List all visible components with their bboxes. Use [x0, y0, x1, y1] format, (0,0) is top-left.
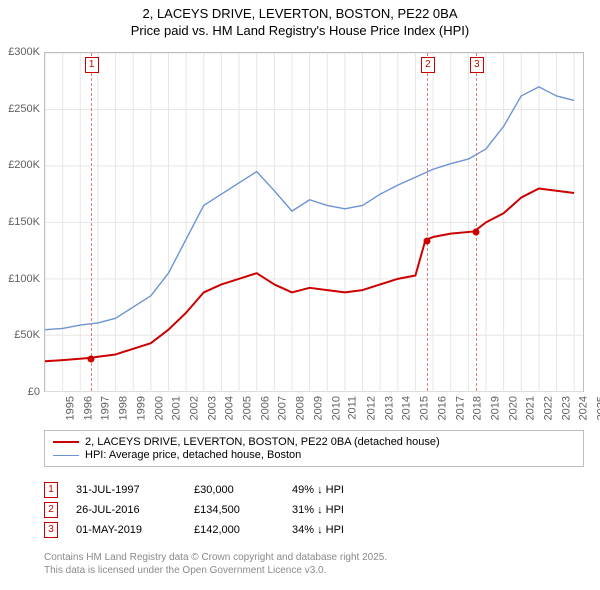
event-dot [87, 356, 94, 363]
x-axis-label: 2017 [454, 396, 466, 420]
y-axis-label: £150K [0, 216, 40, 228]
x-axis-label: 2018 [472, 396, 484, 420]
title-line1: 2, LACEYS DRIVE, LEVERTON, BOSTON, PE22 … [0, 6, 600, 23]
chart-title: 2, LACEYS DRIVE, LEVERTON, BOSTON, PE22 … [0, 0, 600, 40]
events-table: 1 31-JUL-1997 £30,000 49% ↓ HPI 2 26-JUL… [44, 478, 584, 542]
event-marker-box: 2 [421, 57, 435, 73]
event-vline [91, 53, 92, 391]
legend-swatch-hpi [53, 455, 79, 456]
legend-box: 2, LACEYS DRIVE, LEVERTON, BOSTON, PE22 … [44, 430, 584, 467]
x-axis-label: 2016 [436, 396, 448, 420]
x-axis-label: 2007 [277, 396, 289, 420]
event-marker-id: 2 [44, 502, 58, 518]
x-axis-label: 2001 [171, 396, 183, 420]
x-axis-label: 2013 [383, 396, 395, 420]
event-date: 31-JUL-1997 [76, 484, 176, 496]
event-vline [427, 53, 428, 391]
chart-plot-area: 1 2 3 [44, 52, 584, 392]
event-price: £30,000 [194, 484, 274, 496]
x-axis-label: 2020 [507, 396, 519, 420]
footer-text: Contains HM Land Registry data © Crown c… [44, 552, 584, 577]
x-axis-label: 1998 [118, 396, 130, 420]
event-dot [423, 237, 430, 244]
chart-svg [45, 53, 583, 392]
event-delta: 31% ↓ HPI [292, 504, 382, 516]
legend-item-price: 2, LACEYS DRIVE, LEVERTON, BOSTON, PE22 … [53, 436, 575, 448]
y-axis-label: £250K [0, 103, 40, 115]
event-vline [476, 53, 477, 391]
legend-label-hpi: HPI: Average price, detached house, Bost… [85, 449, 301, 461]
y-axis-label: £50K [0, 329, 40, 341]
x-axis-label: 2011 [347, 396, 359, 420]
legend-label-price: 2, LACEYS DRIVE, LEVERTON, BOSTON, PE22 … [85, 436, 440, 448]
event-marker-id: 3 [44, 522, 58, 538]
title-line2: Price paid vs. HM Land Registry's House … [0, 23, 600, 40]
x-axis-label: 2009 [312, 396, 324, 420]
event-row: 1 31-JUL-1997 £30,000 49% ↓ HPI [44, 482, 584, 498]
legend-swatch-price [53, 441, 79, 443]
y-axis-label: £300K [0, 46, 40, 58]
x-axis-label: 2022 [543, 396, 555, 420]
x-axis-label: 2006 [259, 396, 271, 420]
event-marker-box: 3 [470, 57, 484, 73]
x-axis-label: 2012 [365, 396, 377, 420]
x-axis-label: 2014 [401, 396, 413, 420]
event-delta: 34% ↓ HPI [292, 524, 382, 536]
x-axis-label: 2019 [489, 396, 501, 420]
x-axis-label: 2003 [206, 396, 218, 420]
x-axis-label: 2021 [525, 396, 537, 420]
y-axis-label: £100K [0, 273, 40, 285]
x-axis-label: 1996 [82, 396, 94, 420]
event-row: 3 01-MAY-2019 £142,000 34% ↓ HPI [44, 522, 584, 538]
event-delta: 49% ↓ HPI [292, 484, 382, 496]
event-marker-box: 1 [85, 57, 99, 73]
x-axis-label: 1997 [100, 396, 112, 420]
event-dot [472, 229, 479, 236]
event-price: £134,500 [194, 504, 274, 516]
y-axis-label: £200K [0, 159, 40, 171]
x-axis-label: 1999 [135, 396, 147, 420]
event-price: £142,000 [194, 524, 274, 536]
x-axis-label: 2023 [560, 396, 572, 420]
footer-line2: This data is licensed under the Open Gov… [44, 565, 584, 578]
legend-item-hpi: HPI: Average price, detached house, Bost… [53, 449, 575, 461]
x-axis-label: 2025 [596, 396, 600, 420]
x-axis-label: 2004 [224, 396, 236, 420]
y-axis-label: £0 [0, 386, 40, 398]
x-axis-label: 2000 [153, 396, 165, 420]
event-date: 26-JUL-2016 [76, 504, 176, 516]
x-axis-label: 2002 [188, 396, 200, 420]
event-row: 2 26-JUL-2016 £134,500 31% ↓ HPI [44, 502, 584, 518]
x-axis-label: 1995 [64, 396, 76, 420]
event-marker-id: 1 [44, 482, 58, 498]
x-axis-label: 2024 [578, 396, 590, 420]
x-axis-label: 2010 [330, 396, 342, 420]
x-axis-label: 2008 [295, 396, 307, 420]
x-axis-label: 2005 [242, 396, 254, 420]
event-date: 01-MAY-2019 [76, 524, 176, 536]
footer-line1: Contains HM Land Registry data © Crown c… [44, 552, 584, 565]
x-axis-label: 2015 [419, 396, 431, 420]
